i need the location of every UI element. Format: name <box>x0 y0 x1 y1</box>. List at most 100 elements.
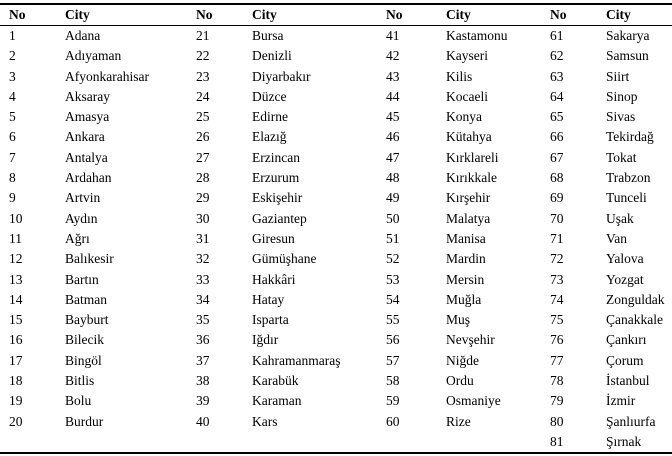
city-cell: Zonguldak <box>606 291 665 307</box>
no-cell: 73 <box>550 271 564 287</box>
table-row: 14 Batman 34 Hatay 54 Muğla 74 Zonguldak <box>0 290 672 310</box>
city-cell: Artvin <box>65 190 101 206</box>
no-cell: 30 <box>196 210 210 226</box>
no-cell: 29 <box>196 190 210 206</box>
city-cell <box>252 432 386 453</box>
no-cell: 49 <box>386 190 400 206</box>
city-cell: Afyonkarahisar <box>65 68 149 84</box>
no-cell: 14 <box>9 291 23 307</box>
no-cell: 1 <box>9 28 16 43</box>
no-cell: 5 <box>9 109 16 125</box>
city-cell: Sinop <box>606 88 638 104</box>
city-cell: Şanlıurfa <box>606 413 656 429</box>
city-cell: Elazığ <box>252 129 287 145</box>
no-cell: 64 <box>550 88 564 104</box>
table-row: 10 Aydın 30 Gaziantep 50 Malatya 70 Uşak <box>0 209 672 229</box>
city-cell: Çankırı <box>606 332 647 348</box>
city-cell: Erzincan <box>252 149 300 165</box>
no-cell: 42 <box>386 48 400 64</box>
city-cell: Mardin <box>446 251 486 267</box>
no-cell: 18 <box>9 373 23 389</box>
city-cell: Aydın <box>65 210 98 226</box>
city-cell: Karaman <box>252 393 302 409</box>
no-cell: 27 <box>196 149 210 165</box>
city-cell: Eskişehir <box>252 190 303 206</box>
no-cell: 54 <box>386 291 400 307</box>
no-cell: 6 <box>9 129 16 145</box>
city-cell: Denizli <box>252 48 292 64</box>
no-cell: 15 <box>9 312 23 328</box>
city-cell: Bolu <box>65 393 92 409</box>
no-cell: 16 <box>9 332 23 348</box>
no-cell: 78 <box>550 373 564 389</box>
city-cell: Gaziantep <box>252 210 307 226</box>
city-cell: Hakkâri <box>252 271 296 287</box>
city-cell: Kırıkkale <box>446 170 497 186</box>
no-cell: 32 <box>196 251 210 267</box>
no-cell: 13 <box>9 271 23 287</box>
no-cell: 12 <box>9 251 23 267</box>
table-row: 81 Şırnak <box>0 432 672 453</box>
no-cell: 79 <box>550 393 564 409</box>
city-cell: Sivas <box>606 109 636 125</box>
city-cell: Bitlis <box>65 373 95 389</box>
no-cell: 61 <box>550 28 564 43</box>
city-cell: Konya <box>446 109 482 125</box>
no-cell: 11 <box>9 230 22 246</box>
no-column-header: No <box>196 4 252 26</box>
city-cell: Ordu <box>446 373 474 389</box>
no-cell: 50 <box>386 210 400 226</box>
no-cell: 3 <box>9 68 16 84</box>
city-cell: Balıkesir <box>65 251 114 267</box>
no-cell: 63 <box>550 68 564 84</box>
city-cell: Ankara <box>65 129 105 145</box>
table-row: 5 Amasya 25 Edirne 45 Konya 65 Sivas <box>0 107 672 127</box>
table-row: 3 Afyonkarahisar 23 Diyarbakır 43 Kilis 63 Siir… <box>0 67 672 87</box>
no-cell: 23 <box>196 68 210 84</box>
no-cell: 81 <box>550 433 564 449</box>
no-cell: 21 <box>196 28 210 43</box>
no-cell: 72 <box>550 251 564 267</box>
table-header-row: No City No City No City No City <box>0 4 672 26</box>
no-cell: 33 <box>196 271 210 287</box>
no-cell: 69 <box>550 190 564 206</box>
city-cell: Kocaeli <box>446 88 488 104</box>
no-cell: 10 <box>9 210 23 226</box>
city-cell: Kırşehir <box>446 190 491 206</box>
table-row: 8 Ardahan 28 Erzurum 48 Kırıkkale 68 Trabzon <box>0 168 672 188</box>
no-cell: 55 <box>386 312 400 328</box>
no-cell: 19 <box>9 393 23 409</box>
city-cell: Antalya <box>65 149 108 165</box>
table-row: 7 Antalya 27 Erzincan 47 Kırklareli 67 Tokat <box>0 148 672 168</box>
no-cell: 57 <box>386 352 400 368</box>
city-column-header: City <box>606 4 672 26</box>
city-cell: Bingöl <box>65 352 102 368</box>
table-row: 4 Aksaray 24 Düzce 44 Kocaeli 64 Sinop <box>0 87 672 107</box>
city-cell: Karabük <box>252 373 299 389</box>
no-cell: 44 <box>386 88 400 104</box>
city-cell <box>446 432 550 453</box>
no-cell: 53 <box>386 271 400 287</box>
city-cell: Edirne <box>252 109 288 125</box>
city-cell: Ardahan <box>65 170 112 186</box>
table-row: 6 Ankara 26 Elazığ 46 Kütahya 66 Tekirdağ <box>0 127 672 147</box>
table-row: 17 Bingöl 37 Kahramanmaraş 57 Niğde 77 Çorum <box>0 351 672 371</box>
city-cell: Iğdır <box>252 332 279 348</box>
no-column-header: No <box>386 4 446 26</box>
city-column-header: City <box>252 4 386 26</box>
table-row: 19 Bolu 39 Karaman 59 Osmaniye 79 İzmir <box>0 391 672 411</box>
city-cell: Samsun <box>606 48 649 64</box>
no-cell: 46 <box>386 129 400 145</box>
city-cell: İzmir <box>606 393 636 409</box>
city-cell: Bursa <box>252 28 284 43</box>
no-cell: 4 <box>9 88 16 104</box>
no-cell: 47 <box>386 149 400 165</box>
city-cell: Tokat <box>606 149 637 165</box>
no-cell: 48 <box>386 170 400 186</box>
city-cell: Kilis <box>446 68 473 84</box>
no-cell: 22 <box>196 48 210 64</box>
city-cell: Düzce <box>252 88 287 104</box>
city-cell <box>65 432 196 453</box>
city-cell: Rize <box>446 413 471 429</box>
